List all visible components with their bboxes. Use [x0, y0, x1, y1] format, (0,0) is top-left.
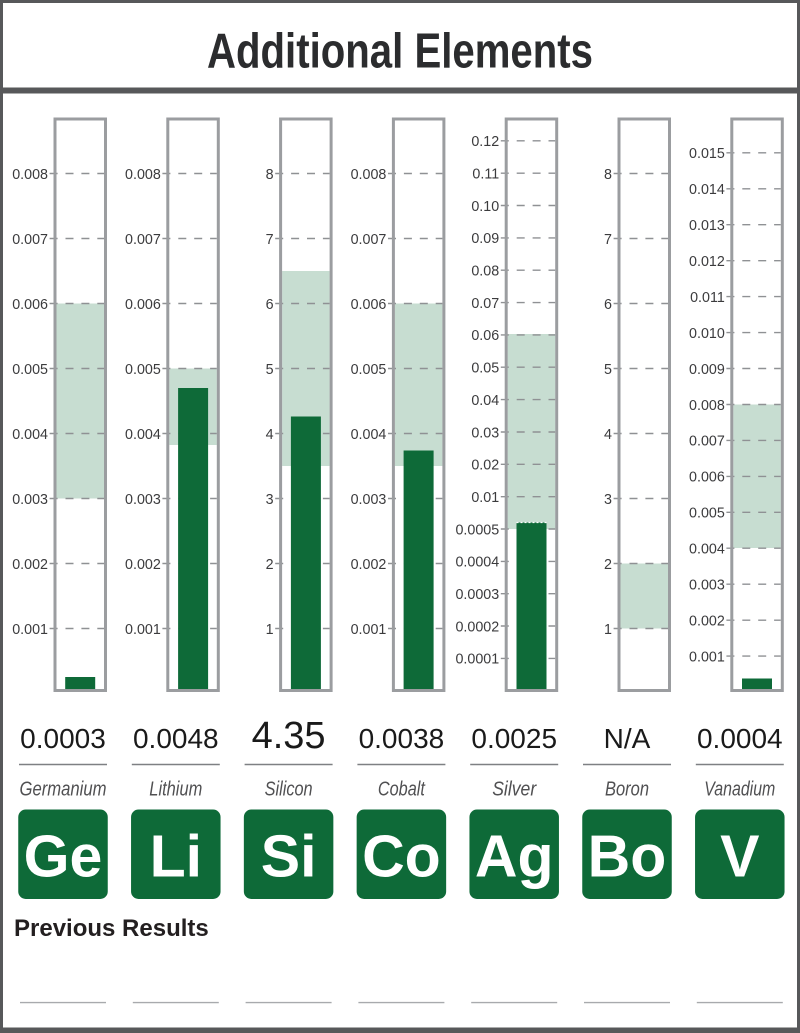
- svg-text:1: 1: [604, 622, 612, 638]
- svg-text:0.003: 0.003: [689, 578, 725, 594]
- svg-text:0.11: 0.11: [472, 167, 499, 183]
- svg-text:0.008: 0.008: [351, 167, 387, 183]
- svg-text:Previous Results: Previous Results: [14, 915, 209, 942]
- svg-text:0.008: 0.008: [125, 167, 161, 183]
- svg-text:2: 2: [266, 557, 274, 573]
- svg-text:0.008: 0.008: [689, 398, 725, 414]
- svg-text:0.0004: 0.0004: [697, 723, 783, 754]
- svg-text:7: 7: [604, 232, 612, 248]
- svg-text:0.001: 0.001: [12, 622, 48, 638]
- svg-text:0.004: 0.004: [351, 427, 387, 443]
- svg-text:Boron: Boron: [605, 778, 649, 801]
- svg-text:0.02: 0.02: [471, 458, 499, 474]
- svg-text:0.003: 0.003: [351, 492, 387, 508]
- svg-text:0.001: 0.001: [689, 649, 725, 665]
- svg-text:0.03: 0.03: [471, 425, 499, 441]
- svg-text:Si: Si: [261, 824, 317, 890]
- svg-text:5: 5: [266, 362, 274, 378]
- svg-text:Ge: Ge: [24, 824, 103, 890]
- svg-text:0.0003: 0.0003: [20, 723, 106, 754]
- svg-text:0.009: 0.009: [689, 362, 725, 378]
- svg-text:4: 4: [266, 427, 274, 443]
- svg-text:0.08: 0.08: [471, 264, 499, 280]
- svg-text:8: 8: [266, 167, 274, 183]
- svg-text:0.004: 0.004: [12, 427, 48, 443]
- svg-text:0.001: 0.001: [125, 622, 161, 638]
- svg-text:0.003: 0.003: [12, 492, 48, 508]
- svg-text:0.007: 0.007: [125, 232, 161, 248]
- svg-text:4: 4: [604, 427, 612, 443]
- svg-text:0.09: 0.09: [471, 231, 499, 247]
- svg-text:0.011: 0.011: [690, 290, 725, 306]
- svg-text:Cobalt: Cobalt: [378, 778, 426, 801]
- svg-text:0.005: 0.005: [12, 362, 48, 378]
- svg-text:6: 6: [266, 297, 274, 313]
- svg-text:0.07: 0.07: [471, 296, 499, 312]
- svg-text:0.007: 0.007: [12, 232, 48, 248]
- svg-text:6: 6: [604, 297, 612, 313]
- svg-text:0.0002: 0.0002: [455, 619, 499, 635]
- svg-text:0.0001: 0.0001: [455, 652, 499, 668]
- svg-text:0.06: 0.06: [471, 328, 499, 344]
- svg-text:0.04: 0.04: [471, 393, 499, 409]
- svg-text:0.006: 0.006: [689, 470, 725, 486]
- svg-text:0.002: 0.002: [351, 557, 387, 573]
- svg-text:N/A: N/A: [604, 723, 651, 754]
- svg-text:0.003: 0.003: [125, 492, 161, 508]
- svg-text:3: 3: [604, 492, 612, 508]
- svg-text:0.014: 0.014: [689, 182, 725, 198]
- svg-text:Li: Li: [150, 824, 202, 890]
- svg-text:0.007: 0.007: [351, 232, 387, 248]
- svg-text:0.0005: 0.0005: [455, 522, 499, 538]
- svg-text:0.007: 0.007: [689, 434, 725, 450]
- svg-text:Silicon: Silicon: [265, 778, 313, 801]
- svg-text:7: 7: [266, 232, 274, 248]
- svg-text:V: V: [720, 824, 759, 890]
- svg-text:Bo: Bo: [588, 824, 667, 890]
- svg-text:0.01: 0.01: [471, 490, 499, 506]
- svg-text:3: 3: [266, 492, 274, 508]
- svg-text:2: 2: [604, 557, 612, 573]
- svg-text:0.0048: 0.0048: [133, 723, 219, 754]
- svg-text:Additional Elements: Additional Elements: [207, 23, 593, 78]
- svg-text:0.006: 0.006: [12, 297, 48, 313]
- svg-text:Silver: Silver: [492, 778, 537, 801]
- svg-text:0.005: 0.005: [351, 362, 387, 378]
- svg-text:0.001: 0.001: [351, 622, 387, 638]
- svg-text:0.004: 0.004: [689, 542, 725, 558]
- svg-text:0.013: 0.013: [689, 218, 725, 234]
- svg-text:0.12: 0.12: [471, 134, 499, 150]
- svg-text:Co: Co: [362, 824, 441, 890]
- svg-text:0.012: 0.012: [689, 254, 725, 270]
- svg-text:Vanadium: Vanadium: [704, 778, 775, 801]
- svg-text:0.0038: 0.0038: [359, 723, 445, 754]
- svg-text:0.0003: 0.0003: [455, 587, 499, 603]
- svg-text:0.05: 0.05: [471, 361, 499, 377]
- svg-text:0.008: 0.008: [12, 167, 48, 183]
- svg-text:0.002: 0.002: [689, 614, 725, 630]
- svg-text:0.0025: 0.0025: [471, 723, 557, 754]
- svg-text:0.010: 0.010: [689, 326, 725, 342]
- svg-text:0.006: 0.006: [351, 297, 387, 313]
- svg-text:0.0004: 0.0004: [455, 555, 499, 571]
- svg-text:8: 8: [604, 167, 612, 183]
- svg-text:0.004: 0.004: [125, 427, 161, 443]
- svg-text:4.35: 4.35: [252, 715, 326, 757]
- svg-text:Lithium: Lithium: [149, 778, 202, 801]
- svg-text:0.015: 0.015: [689, 146, 725, 162]
- svg-text:0.005: 0.005: [689, 506, 725, 522]
- svg-text:0.006: 0.006: [125, 297, 161, 313]
- svg-text:5: 5: [604, 362, 612, 378]
- svg-text:Ag: Ag: [475, 824, 554, 890]
- svg-text:0.005: 0.005: [125, 362, 161, 378]
- svg-text:0.002: 0.002: [12, 557, 48, 573]
- svg-text:1: 1: [266, 622, 274, 638]
- svg-text:0.002: 0.002: [125, 557, 161, 573]
- svg-text:Germanium: Germanium: [20, 778, 107, 801]
- svg-text:0.10: 0.10: [471, 199, 499, 215]
